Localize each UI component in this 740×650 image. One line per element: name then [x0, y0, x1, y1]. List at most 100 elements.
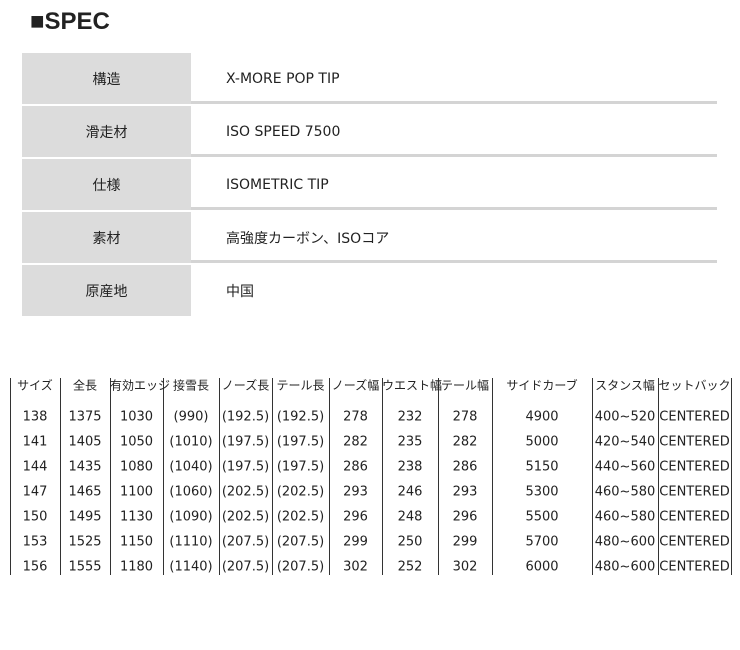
table-cell: 252: [397, 559, 423, 575]
table-cell: 6000: [525, 559, 559, 575]
table-cell: 235: [397, 434, 423, 450]
column-line: [438, 378, 439, 575]
table-cell: (197.5): [221, 459, 270, 475]
table-cell: (207.5): [276, 534, 325, 550]
column-line: [382, 378, 383, 575]
column-header: セットバック: [658, 378, 731, 393]
table-cell: 293: [452, 484, 478, 500]
table-cell: 1525: [68, 534, 102, 550]
table-cell: 460~580: [594, 509, 656, 525]
table-cell: (202.5): [221, 484, 270, 500]
table-cell: 1495: [68, 509, 102, 525]
table-cell: 246: [397, 484, 423, 500]
table-cell: (207.5): [276, 559, 325, 575]
table-cell: 302: [343, 559, 368, 575]
table-cell: (197.5): [221, 434, 270, 450]
table-cell: 238: [397, 459, 423, 475]
table-cell: (202.5): [276, 484, 325, 500]
table-cell: 5150: [525, 459, 559, 475]
table-cell: CENTERED: [659, 534, 730, 550]
table-cell: 282: [343, 434, 368, 450]
column-header: サイズ: [17, 378, 53, 393]
spec-value: 高強度カーボン、ISOコア: [226, 230, 390, 247]
table-cell: 1180: [119, 559, 154, 575]
table-cell: 5300: [525, 484, 559, 500]
title: ■SPEC: [30, 8, 110, 35]
separator: [191, 101, 717, 104]
spec-row: 素材 高強度カーボン、ISOコア: [22, 212, 717, 265]
table-cell: 1130: [119, 509, 154, 525]
table-cell: (1060): [169, 484, 213, 500]
table-cell: 138: [22, 409, 48, 425]
table-cell: 302: [452, 559, 478, 575]
table-cell: 299: [343, 534, 368, 550]
table-cell: (197.5): [276, 434, 325, 450]
table-cell: 1555: [68, 559, 102, 575]
table-cell: (202.5): [276, 509, 325, 525]
spec-value: X-MORE POP TIP: [226, 70, 340, 87]
column-header: テール幅: [440, 378, 489, 393]
table-cell: 147: [22, 484, 48, 500]
table-cell: (192.5): [221, 409, 270, 425]
table-cell: 1050: [119, 434, 154, 450]
column-line: [731, 378, 732, 575]
table-cell: 299: [452, 534, 478, 550]
table-cell: (207.5): [221, 559, 270, 575]
column-line: [272, 378, 273, 575]
table-cell: 480~600: [594, 559, 656, 575]
table-cell: 1100: [119, 484, 154, 500]
column-header: ノーズ幅: [331, 378, 380, 393]
table-cell: 286: [452, 459, 478, 475]
column-line: [10, 378, 11, 575]
table-cell: CENTERED: [659, 484, 730, 500]
table-cell: 1030: [119, 409, 154, 425]
spec-row: 原産地 中国: [22, 265, 717, 318]
column-line: [592, 378, 593, 575]
table-cell: 156: [22, 559, 48, 575]
spec-value: ISO SPEED 7500: [226, 123, 341, 140]
table-cell: (1090): [169, 509, 213, 525]
spec-label: 仕様: [22, 159, 191, 210]
table-cell: 1435: [68, 459, 102, 475]
column-header: ノーズ長: [221, 378, 270, 393]
table-cell: 1465: [68, 484, 102, 500]
table-cell: 5000: [525, 434, 559, 450]
table-cell: 440~560: [594, 459, 656, 475]
table-cell: (1040): [169, 459, 213, 475]
spec-value: ISOMETRIC TIP: [226, 176, 329, 193]
table-cell: (207.5): [221, 534, 270, 550]
table-cell: CENTERED: [659, 459, 730, 475]
table-cell: CENTERED: [659, 509, 730, 525]
column-line: [110, 378, 111, 575]
spec-row: 滑走材 ISO SPEED 7500: [22, 106, 717, 159]
table-cell: 150: [22, 509, 48, 525]
column-line: [329, 378, 330, 575]
column-line: [60, 378, 61, 575]
table-cell: (197.5): [276, 459, 325, 475]
table-cell: (990): [173, 409, 209, 425]
table-cell: 1150: [119, 534, 154, 550]
table-cell: 144: [22, 459, 48, 475]
separator: [191, 154, 717, 157]
column-header: 有効エッジ: [110, 378, 171, 393]
table-cell: 248: [397, 509, 423, 525]
table-cell: 286: [343, 459, 368, 475]
table-cell: 1080: [119, 459, 154, 475]
table-cell: (192.5): [276, 409, 325, 425]
table-cell: 232: [397, 409, 423, 425]
column-line: [219, 378, 220, 575]
separator: [191, 260, 717, 263]
column-line: [658, 378, 659, 575]
column-header: テール長: [276, 378, 325, 393]
table-cell: 296: [343, 509, 368, 525]
spec-label: 素材: [22, 212, 191, 263]
table-cell: 293: [343, 484, 368, 500]
table-cell: 400~520: [594, 409, 656, 425]
table-cell: (1110): [169, 534, 213, 550]
table-cell: 480~600: [594, 534, 656, 550]
separator: [191, 207, 717, 210]
table-cell: 460~580: [594, 484, 656, 500]
spec-row: 仕様 ISOMETRIC TIP: [22, 159, 717, 212]
table-cell: (1140): [169, 559, 213, 575]
column-header: サイドカーブ: [506, 378, 578, 393]
